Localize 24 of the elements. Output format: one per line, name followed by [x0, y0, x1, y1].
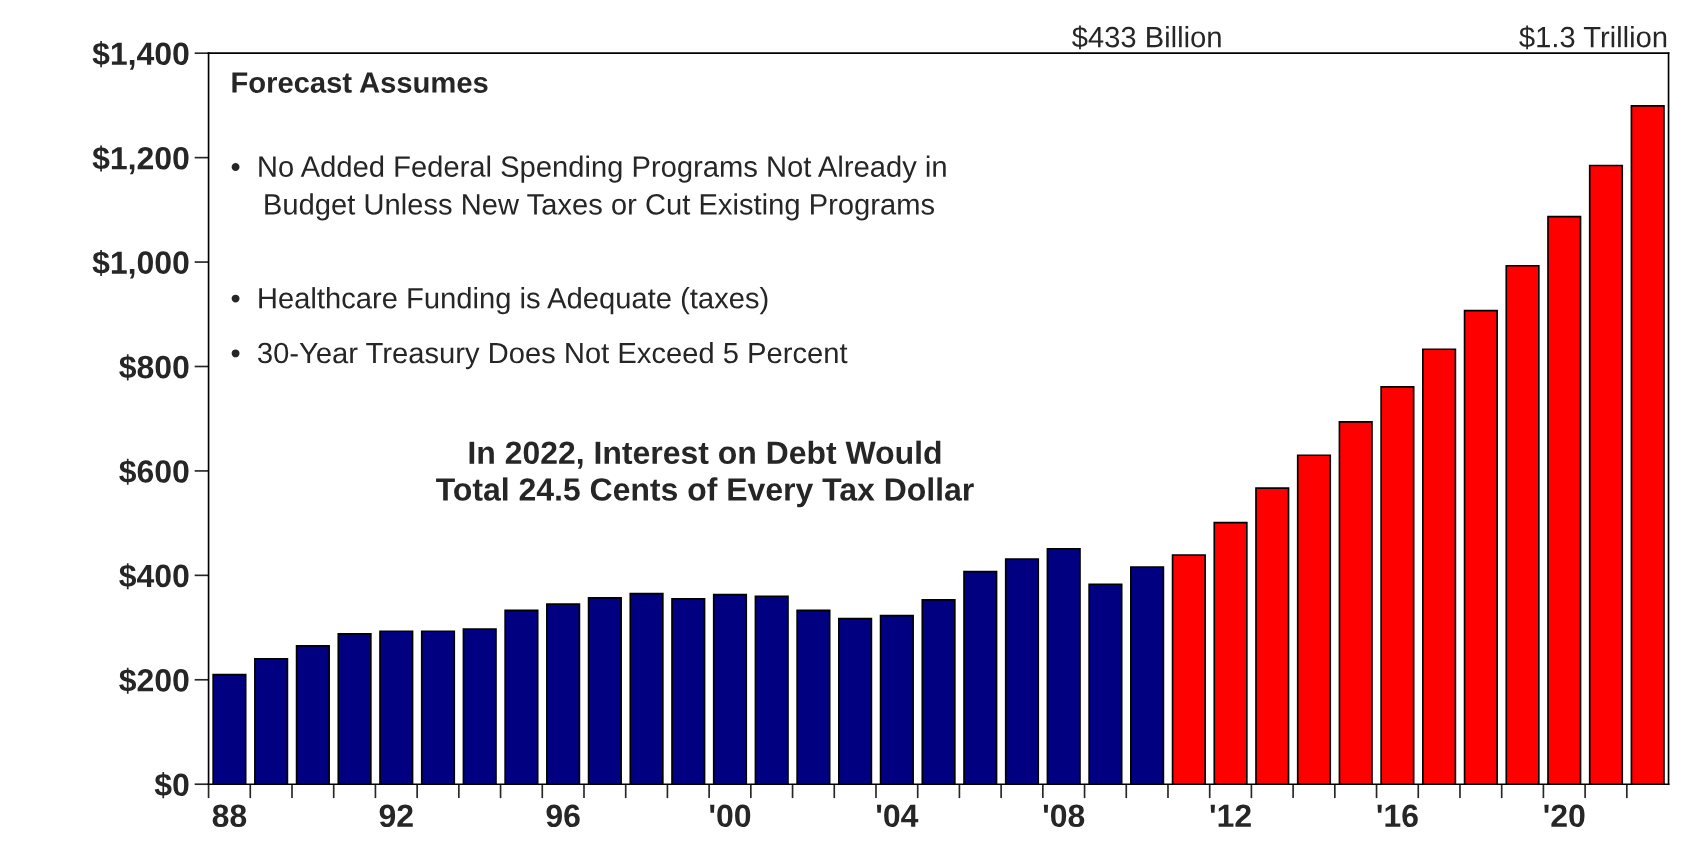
- y-tick-label: $1,400: [92, 41, 189, 70]
- x-tick-label: '00: [710, 804, 751, 828]
- x-tick-label: '12: [1210, 804, 1251, 827]
- x-tick-label: 92: [379, 804, 413, 828]
- y-tick-label: $800: [119, 354, 189, 381]
- x-tick-label: '16: [1377, 804, 1418, 828]
- x-tick-label: 96: [546, 804, 580, 828]
- text: $433 Billion: [1072, 25, 1221, 50]
- y-tick-label: $0: [154, 772, 189, 799]
- y-tick-label: $600: [119, 458, 189, 485]
- x-tick-label: '08: [1043, 804, 1085, 828]
- x-tick-label: 88: [212, 804, 247, 828]
- text: $1.3 Trillion: [1519, 25, 1667, 50]
- y-tick-label: $1,000: [92, 249, 189, 279]
- annotation: • No Added Federal Spending Programs Not Already in Budget Unless New Taxes or Cut Existing Programs: [231, 155, 946, 221]
- annotation: In 2022, Interest on Debt Would Total 24.5 Cents of Every Tax Dollar: [436, 440, 974, 508]
- y-tick-label: $400: [119, 563, 189, 590]
- x-tick-label: '20: [1544, 804, 1585, 828]
- y-tick-label: $1,200: [92, 145, 189, 175]
- y-tick-label: $200: [119, 667, 189, 694]
- x-tick-label: '04: [876, 804, 919, 828]
- annotation: Forecast Assumes: [232, 72, 488, 93]
- annotation: • Healthcare Funding is Adequate (taxes): [231, 287, 768, 315]
- annotation: • 30-Year Treasury Does Not Exceed 5 Percent: [231, 341, 848, 370]
